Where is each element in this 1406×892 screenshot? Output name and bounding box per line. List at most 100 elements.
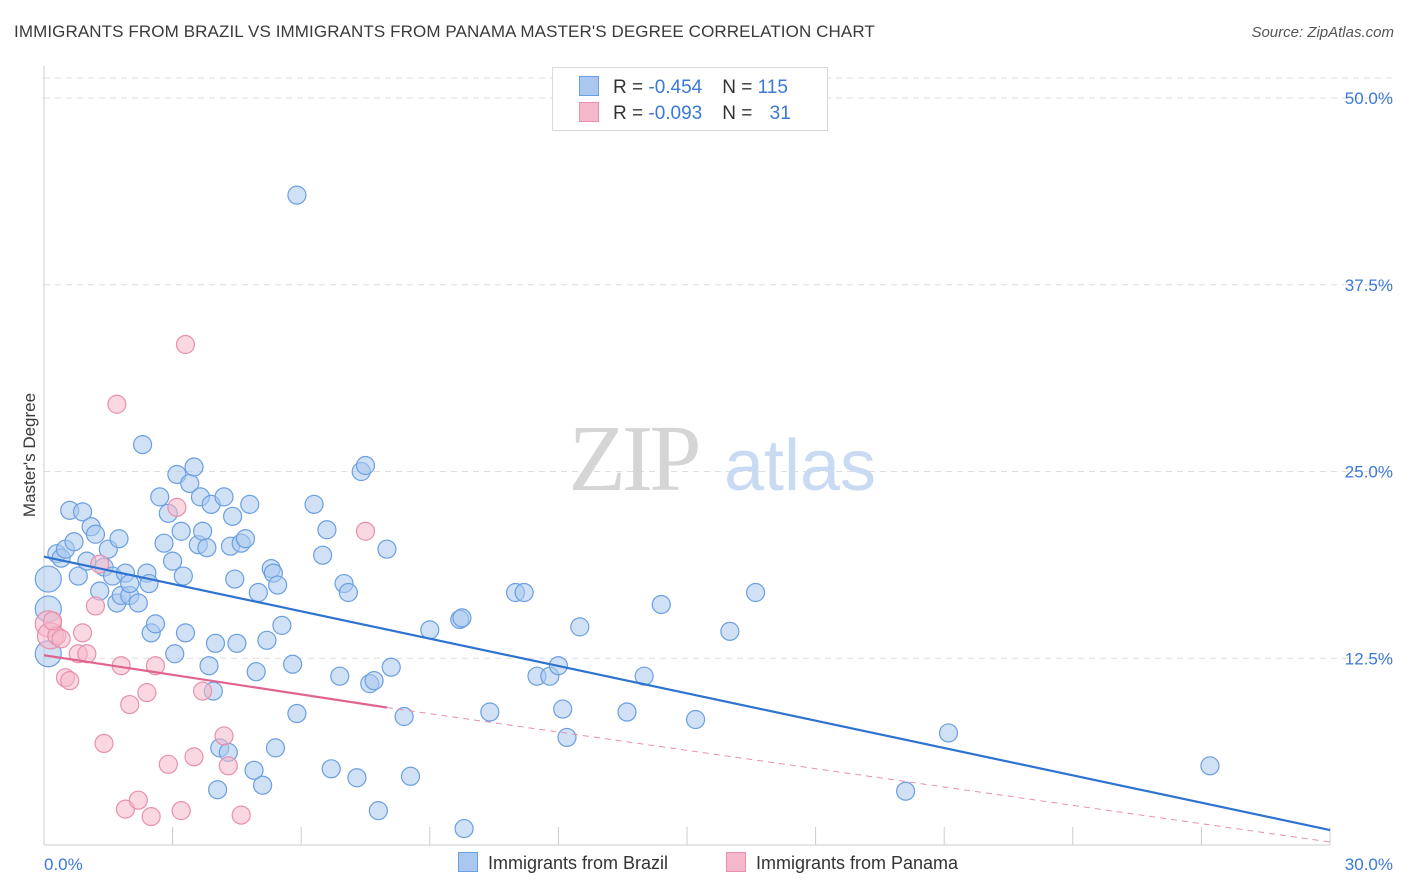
brazil-point	[184, 457, 204, 477]
watermark-zip: ZIP	[569, 407, 699, 511]
brazil-point	[454, 818, 474, 839]
legend-n-value: 31	[769, 103, 791, 124]
legend-n-label: N =	[722, 103, 758, 124]
brazil-point	[557, 727, 577, 748]
brazil-point	[617, 702, 637, 722]
axes	[43, 66, 1331, 846]
brazil-point	[165, 644, 185, 664]
panama-point	[193, 681, 213, 701]
legend-r-value: -0.093	[648, 103, 703, 124]
panama-point	[145, 656, 166, 676]
panama-point	[107, 394, 127, 414]
legend-row-panama: R = -0.093 N = 31	[579, 102, 791, 126]
panama-point	[120, 694, 140, 715]
legend-r-label: R =	[613, 77, 649, 98]
brazil-point	[355, 455, 376, 476]
brazil-point	[938, 723, 959, 743]
brazil-point	[150, 487, 170, 507]
brazil-point	[235, 529, 256, 549]
brazil-point	[214, 487, 234, 507]
brazil-point	[283, 654, 303, 674]
panama-point	[51, 629, 71, 649]
chart-source: Source: ZipAtlas.com	[1251, 24, 1394, 41]
panama-point	[72, 623, 93, 643]
panama-point	[42, 611, 63, 631]
brazil-point	[173, 566, 193, 586]
brazil-point	[163, 551, 183, 571]
panama-trend-line	[43, 654, 388, 709]
brazil-point	[394, 706, 414, 727]
brazil-point	[171, 521, 191, 541]
panama-point	[128, 790, 148, 810]
panama-point	[158, 754, 178, 774]
brazil-point	[272, 615, 292, 635]
panama-point	[231, 805, 251, 825]
brazil-point	[420, 620, 440, 640]
brazil-point	[199, 656, 219, 676]
brazil-point	[896, 781, 916, 801]
brazil-point	[368, 801, 388, 821]
legend-r-label: R =	[613, 103, 649, 124]
x-tick-label: 0.0%	[44, 855, 83, 874]
brazil-point	[720, 621, 740, 641]
brazil-point	[34, 565, 62, 593]
panama-point	[175, 334, 196, 355]
panama-point	[94, 733, 114, 754]
y-tick-label: 12.5%	[1345, 649, 1393, 668]
panama-point	[184, 747, 204, 767]
brazil-point	[570, 617, 590, 637]
brazil-point	[553, 699, 573, 719]
brazil-point	[452, 608, 472, 628]
panama-point	[167, 497, 187, 517]
panama-point	[137, 683, 157, 703]
watermark: ZIP atlas	[569, 407, 877, 511]
brazil-point	[225, 569, 245, 589]
brazil-point	[317, 520, 337, 540]
brazil-point	[347, 768, 367, 788]
brazil-trend-line	[43, 555, 1331, 832]
bottom-legend-panama: Immigrants from Panama	[726, 852, 958, 874]
y-tick-label: 25.0%	[1345, 463, 1393, 482]
brazil-point	[109, 529, 129, 549]
brazil-point	[381, 657, 401, 677]
bottom-legend-brazil: Immigrants from Brazil	[458, 852, 668, 874]
panama-point	[141, 807, 161, 827]
legend-n-value: 115	[757, 77, 788, 98]
brazil-point	[64, 532, 84, 552]
brazil-point	[223, 506, 243, 526]
brazil-point	[287, 185, 307, 205]
brazil-swatch-icon	[579, 76, 599, 96]
brazil-point	[154, 533, 174, 553]
brazil-point	[400, 766, 421, 786]
panama-trend-extension	[386, 707, 1331, 843]
brazil-point	[685, 709, 706, 730]
brazil-point	[68, 566, 88, 586]
legend-r-value: -0.454	[648, 77, 703, 98]
brazil-point	[193, 521, 213, 541]
brazil-point	[128, 593, 148, 613]
brazil-legend-swatch-icon	[458, 852, 478, 872]
chart-title: IMMIGRANTS FROM BRAZIL VS IMMIGRANTS FRO…	[14, 22, 875, 41]
tick-labels: 12.5% 25.0% 37.5% 50.0% 0.0% 30.0%	[44, 89, 1393, 874]
brazil-point	[248, 582, 268, 603]
gridlines	[44, 77, 1395, 659]
brazil-point	[651, 594, 671, 615]
brazil-point	[197, 538, 217, 558]
brazil-point	[85, 524, 106, 544]
brazil-point	[208, 780, 228, 800]
panama-legend-swatch-icon	[726, 852, 746, 872]
brazil-point	[330, 666, 350, 686]
brazil-point	[745, 582, 766, 603]
legend-row-brazil: R = -0.454 N = 115	[579, 76, 788, 100]
brazil-point	[205, 633, 226, 653]
brazil-point	[240, 494, 260, 514]
brazil-point	[313, 545, 333, 565]
brazil-point	[72, 502, 93, 522]
y-axis-label: Master's Degree	[20, 393, 39, 517]
brazil-point	[265, 738, 286, 758]
brazil-point	[480, 702, 500, 722]
brazil-point	[227, 633, 247, 653]
panama-point	[355, 521, 376, 541]
y-tick-label: 50.0%	[1345, 89, 1393, 108]
